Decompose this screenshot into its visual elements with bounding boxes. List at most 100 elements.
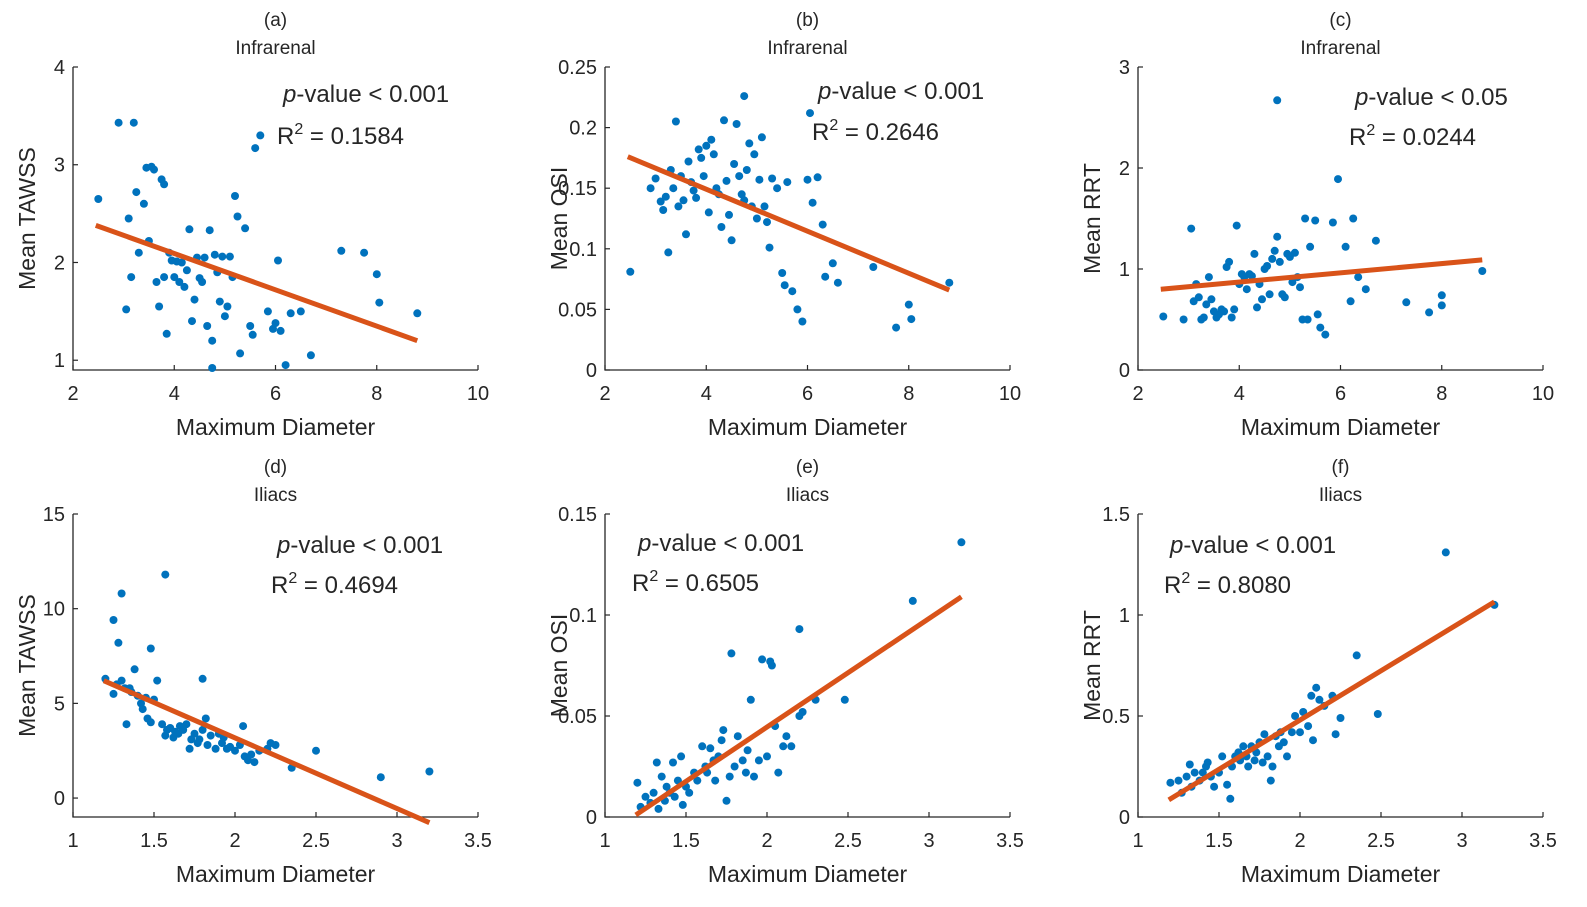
data-point <box>840 695 849 704</box>
x-axis-label: Maximum Diameter <box>176 414 376 440</box>
data-point <box>1220 307 1229 316</box>
data-point <box>1315 695 1324 704</box>
data-point <box>1291 712 1300 720</box>
data-point <box>795 625 804 634</box>
x-tick-label: 3 <box>391 830 402 852</box>
data-point <box>1223 780 1232 789</box>
panel-title: Iliacs <box>786 485 829 506</box>
data-point <box>1437 301 1446 310</box>
data-point <box>153 676 162 685</box>
y-tick-label: 0 <box>586 807 597 829</box>
data-point <box>698 742 707 751</box>
r-squared-annotation: R2 = 0.1584 <box>277 121 404 150</box>
data-point <box>1270 246 1279 255</box>
r-symbol: R <box>1349 124 1366 151</box>
panel-d: (d) Iliacs 1 1.5 2 2.5 3 3.5 0 5 10 15 Maximum Diame… <box>14 457 492 887</box>
data-point <box>679 196 688 205</box>
x-tick-label: 1 <box>599 830 610 852</box>
data-point <box>767 661 776 670</box>
data-point <box>1263 752 1272 761</box>
data-point <box>945 278 954 287</box>
data-point <box>1227 313 1236 322</box>
x-tick-label: 4 <box>169 383 180 405</box>
panel-title: Infrarenal <box>1300 38 1380 59</box>
data-point <box>699 172 708 181</box>
regression-line <box>634 594 963 818</box>
x-tick-label: 10 <box>1532 383 1554 405</box>
r-squared-value: = 0.6505 <box>658 570 759 597</box>
data-point <box>904 300 913 309</box>
data-point <box>223 302 232 311</box>
data-point <box>117 589 126 598</box>
panel-label: (d) <box>264 457 287 478</box>
data-point <box>1303 315 1312 324</box>
x-tick-label: 1.5 <box>140 830 168 852</box>
data-point <box>783 178 792 187</box>
panel-c: (c) Infrarenal 2 4 6 8 10 0 1 2 3 Maximum Diameter M… <box>1079 10 1554 440</box>
data-point <box>1275 257 1284 266</box>
axes <box>604 514 1010 818</box>
x-tick-label: 2 <box>1132 383 1143 405</box>
data-point <box>682 230 690 239</box>
data-point <box>296 307 305 316</box>
y-tick-label: 1 <box>1119 259 1130 281</box>
data-point <box>1273 96 1282 105</box>
data-point <box>129 118 138 127</box>
y-tick-label: 2 <box>1119 158 1130 180</box>
data-point <box>697 153 706 162</box>
data-point <box>719 726 728 735</box>
x-tick-label: 3.5 <box>996 830 1024 852</box>
data-point <box>160 273 169 282</box>
data-point <box>755 175 764 184</box>
data-point <box>733 732 742 741</box>
x-axis-label: Maximum Diameter <box>1241 414 1441 440</box>
data-point <box>1306 242 1315 251</box>
data-point <box>1226 794 1235 803</box>
data-point <box>263 307 272 316</box>
data-point <box>1203 758 1212 767</box>
r-squared-superscript: 2 <box>1366 122 1375 139</box>
data-point <box>114 638 123 647</box>
data-point <box>743 746 752 755</box>
panel-b: (b) Infrarenal 2 4 6 8 10 0 0.05 0.1 0.15 0.2 0.25 Ma… <box>546 10 1021 440</box>
x-tick-label: 2 <box>761 830 772 852</box>
data-point <box>198 674 207 683</box>
data-point <box>782 732 791 741</box>
data-point <box>1253 303 1261 312</box>
data-point <box>211 744 220 753</box>
data-point <box>727 649 736 658</box>
data-point <box>763 218 771 227</box>
p-value-annotation: p-value < 0.001 <box>276 532 443 559</box>
data-point <box>742 166 751 174</box>
data-point <box>1301 214 1310 223</box>
p-value-annotation: p-value < 0.001 <box>1169 532 1336 559</box>
panel-label: (f) <box>1332 457 1350 478</box>
data-point <box>185 225 194 234</box>
data-point <box>1307 691 1316 700</box>
p-value-text: -value < 0.001 <box>290 532 443 559</box>
data-point <box>693 776 702 785</box>
data-point <box>1341 242 1350 251</box>
data-point <box>177 258 186 267</box>
x-tick-label: 3.5 <box>464 830 492 852</box>
x-axis-label: Maximum Diameter <box>1241 861 1441 887</box>
data-point <box>146 644 155 653</box>
data-point <box>286 309 295 318</box>
data-point <box>787 742 796 751</box>
data-point <box>182 266 191 275</box>
regression-line <box>94 222 419 344</box>
y-tick-label: 15 <box>43 504 65 526</box>
data-point <box>730 160 739 168</box>
y-tick-label: 1 <box>1119 605 1130 627</box>
panel-label: (a) <box>264 10 287 31</box>
data-point <box>1346 297 1355 306</box>
panel-title: Iliacs <box>254 485 297 506</box>
data-point <box>250 758 259 767</box>
data-point <box>740 92 749 101</box>
data-point <box>730 762 739 771</box>
regression-line <box>626 154 951 293</box>
data-point <box>132 188 141 197</box>
data-points <box>101 570 434 782</box>
data-point <box>656 197 665 206</box>
data-point <box>233 212 242 221</box>
